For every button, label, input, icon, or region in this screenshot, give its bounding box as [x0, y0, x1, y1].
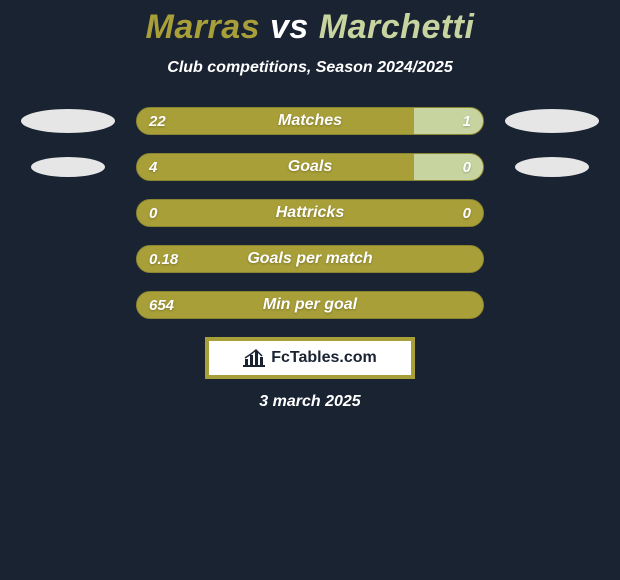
right-badge-slot — [502, 245, 602, 273]
brand-text: FcTables.com — [271, 349, 377, 367]
stat-row-min-per-goal: 654 Min per goal — [0, 291, 620, 319]
left-badge-slot — [18, 245, 118, 273]
team-badge-left — [31, 157, 105, 177]
right-badge-slot — [502, 291, 602, 319]
title-player1: Marras — [146, 8, 261, 46]
stat-bar: 4 Goals 0 — [136, 153, 484, 181]
stat-label: Goals per match — [137, 246, 483, 272]
right-badge-slot — [502, 107, 602, 135]
title-player2: Marchetti — [319, 8, 475, 46]
stat-bar: 0 Hattricks 0 — [136, 199, 484, 227]
subtitle: Club competitions, Season 2024/2025 — [0, 59, 620, 77]
stat-row-goals-per-match: 0.18 Goals per match — [0, 245, 620, 273]
title-vs: vs — [270, 8, 309, 46]
stat-label: Matches — [137, 108, 483, 134]
left-badge-slot — [18, 291, 118, 319]
comparison-infographic: Marras vs Marchetti Club competitions, S… — [0, 0, 620, 411]
stat-row-hattricks: 0 Hattricks 0 — [0, 199, 620, 227]
stat-row-goals: 4 Goals 0 — [0, 153, 620, 181]
stat-rows: 22 Matches 1 4 Goals 0 0 Hattr — [0, 107, 620, 319]
left-badge-slot — [18, 199, 118, 227]
stat-bar: 654 Min per goal — [136, 291, 484, 319]
stat-bar: 0.18 Goals per match — [136, 245, 484, 273]
stat-bar: 22 Matches 1 — [136, 107, 484, 135]
date: 3 march 2025 — [0, 393, 620, 411]
left-badge-slot — [18, 107, 118, 135]
stat-label: Min per goal — [137, 292, 483, 318]
team-badge-left — [21, 109, 115, 133]
bar-chart-icon — [243, 349, 265, 367]
stat-label: Hattricks — [137, 200, 483, 226]
right-badge-slot — [502, 199, 602, 227]
stat-label: Goals — [137, 154, 483, 180]
stat-value-right: 0 — [463, 154, 471, 180]
stat-value-right: 1 — [463, 108, 471, 134]
stat-row-matches: 22 Matches 1 — [0, 107, 620, 135]
brand-box: FcTables.com — [205, 337, 415, 379]
left-badge-slot — [18, 153, 118, 181]
right-badge-slot — [502, 153, 602, 181]
team-badge-right — [515, 157, 589, 177]
stat-value-right: 0 — [463, 200, 471, 226]
team-badge-right — [505, 109, 599, 133]
title: Marras vs Marchetti — [0, 8, 620, 47]
